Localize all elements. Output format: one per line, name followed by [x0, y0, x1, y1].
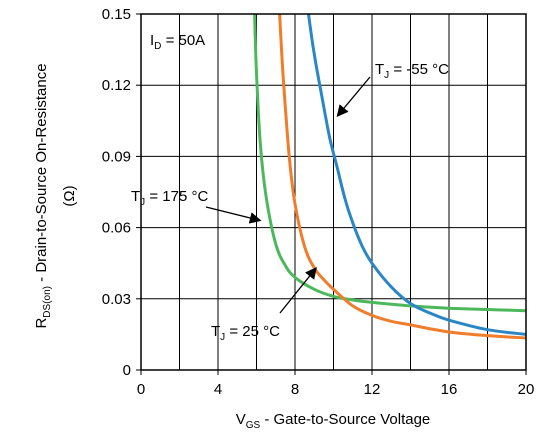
svg-text:(Ω): (Ω): [61, 185, 78, 206]
plot-frame: [140, 13, 527, 371]
ticks: 0 4 8 12 16 20 0 0.03 0.06 0.09 0.12 0.15: [102, 6, 535, 398]
x-tick-label: 16: [441, 381, 458, 398]
x-tick-label: 0: [137, 381, 145, 398]
annotation-tj-25c-arrow: [279, 267, 317, 314]
y-tick-label: 0.09: [102, 148, 131, 165]
x-tick-label: 8: [291, 381, 299, 398]
annotation-tj-175c-label: TJ = 175 °C: [131, 188, 208, 208]
x-tick-label: 20: [518, 381, 535, 398]
x-tick-label: 4: [214, 381, 222, 398]
condition-label: ID = 50A: [150, 32, 205, 52]
y-axis-label: RDS(on) - Drain-to-Source On-Resistance …: [33, 63, 78, 328]
annotation-tj-25c-label: TJ = 25 °C: [211, 323, 280, 343]
series-tj-175c-line: [253, 14, 526, 313]
series-tj-25c-line: [278, 14, 526, 340]
y-tick-label: 0.12: [102, 77, 131, 94]
y-tick-label: 0.03: [102, 291, 131, 308]
y-tick-label: 0: [123, 362, 131, 379]
series-layer: [253, 14, 526, 340]
x-axis-label: VGS - Gate-to-Source Voltage: [236, 411, 431, 431]
annotation-tj-175c-arrow: [205, 206, 262, 224]
annotations: TJ = 175 °C TJ = 25 °C TJ = -55 °C: [131, 61, 449, 343]
y-tick-label: 0.06: [102, 220, 131, 237]
annotation-tj-minus55c-label: TJ = -55 °C: [375, 61, 449, 81]
x-tick-label: 12: [364, 381, 381, 398]
y-tick-label: 0.15: [102, 6, 131, 23]
series-tj-minus55c-line: [307, 14, 526, 336]
svg-text:RDS(on) - Drain-to-Source On-R: RDS(on) - Drain-to-Source On-Resistance: [33, 63, 53, 328]
annotation-tj-minus55c-arrow: [336, 76, 371, 117]
